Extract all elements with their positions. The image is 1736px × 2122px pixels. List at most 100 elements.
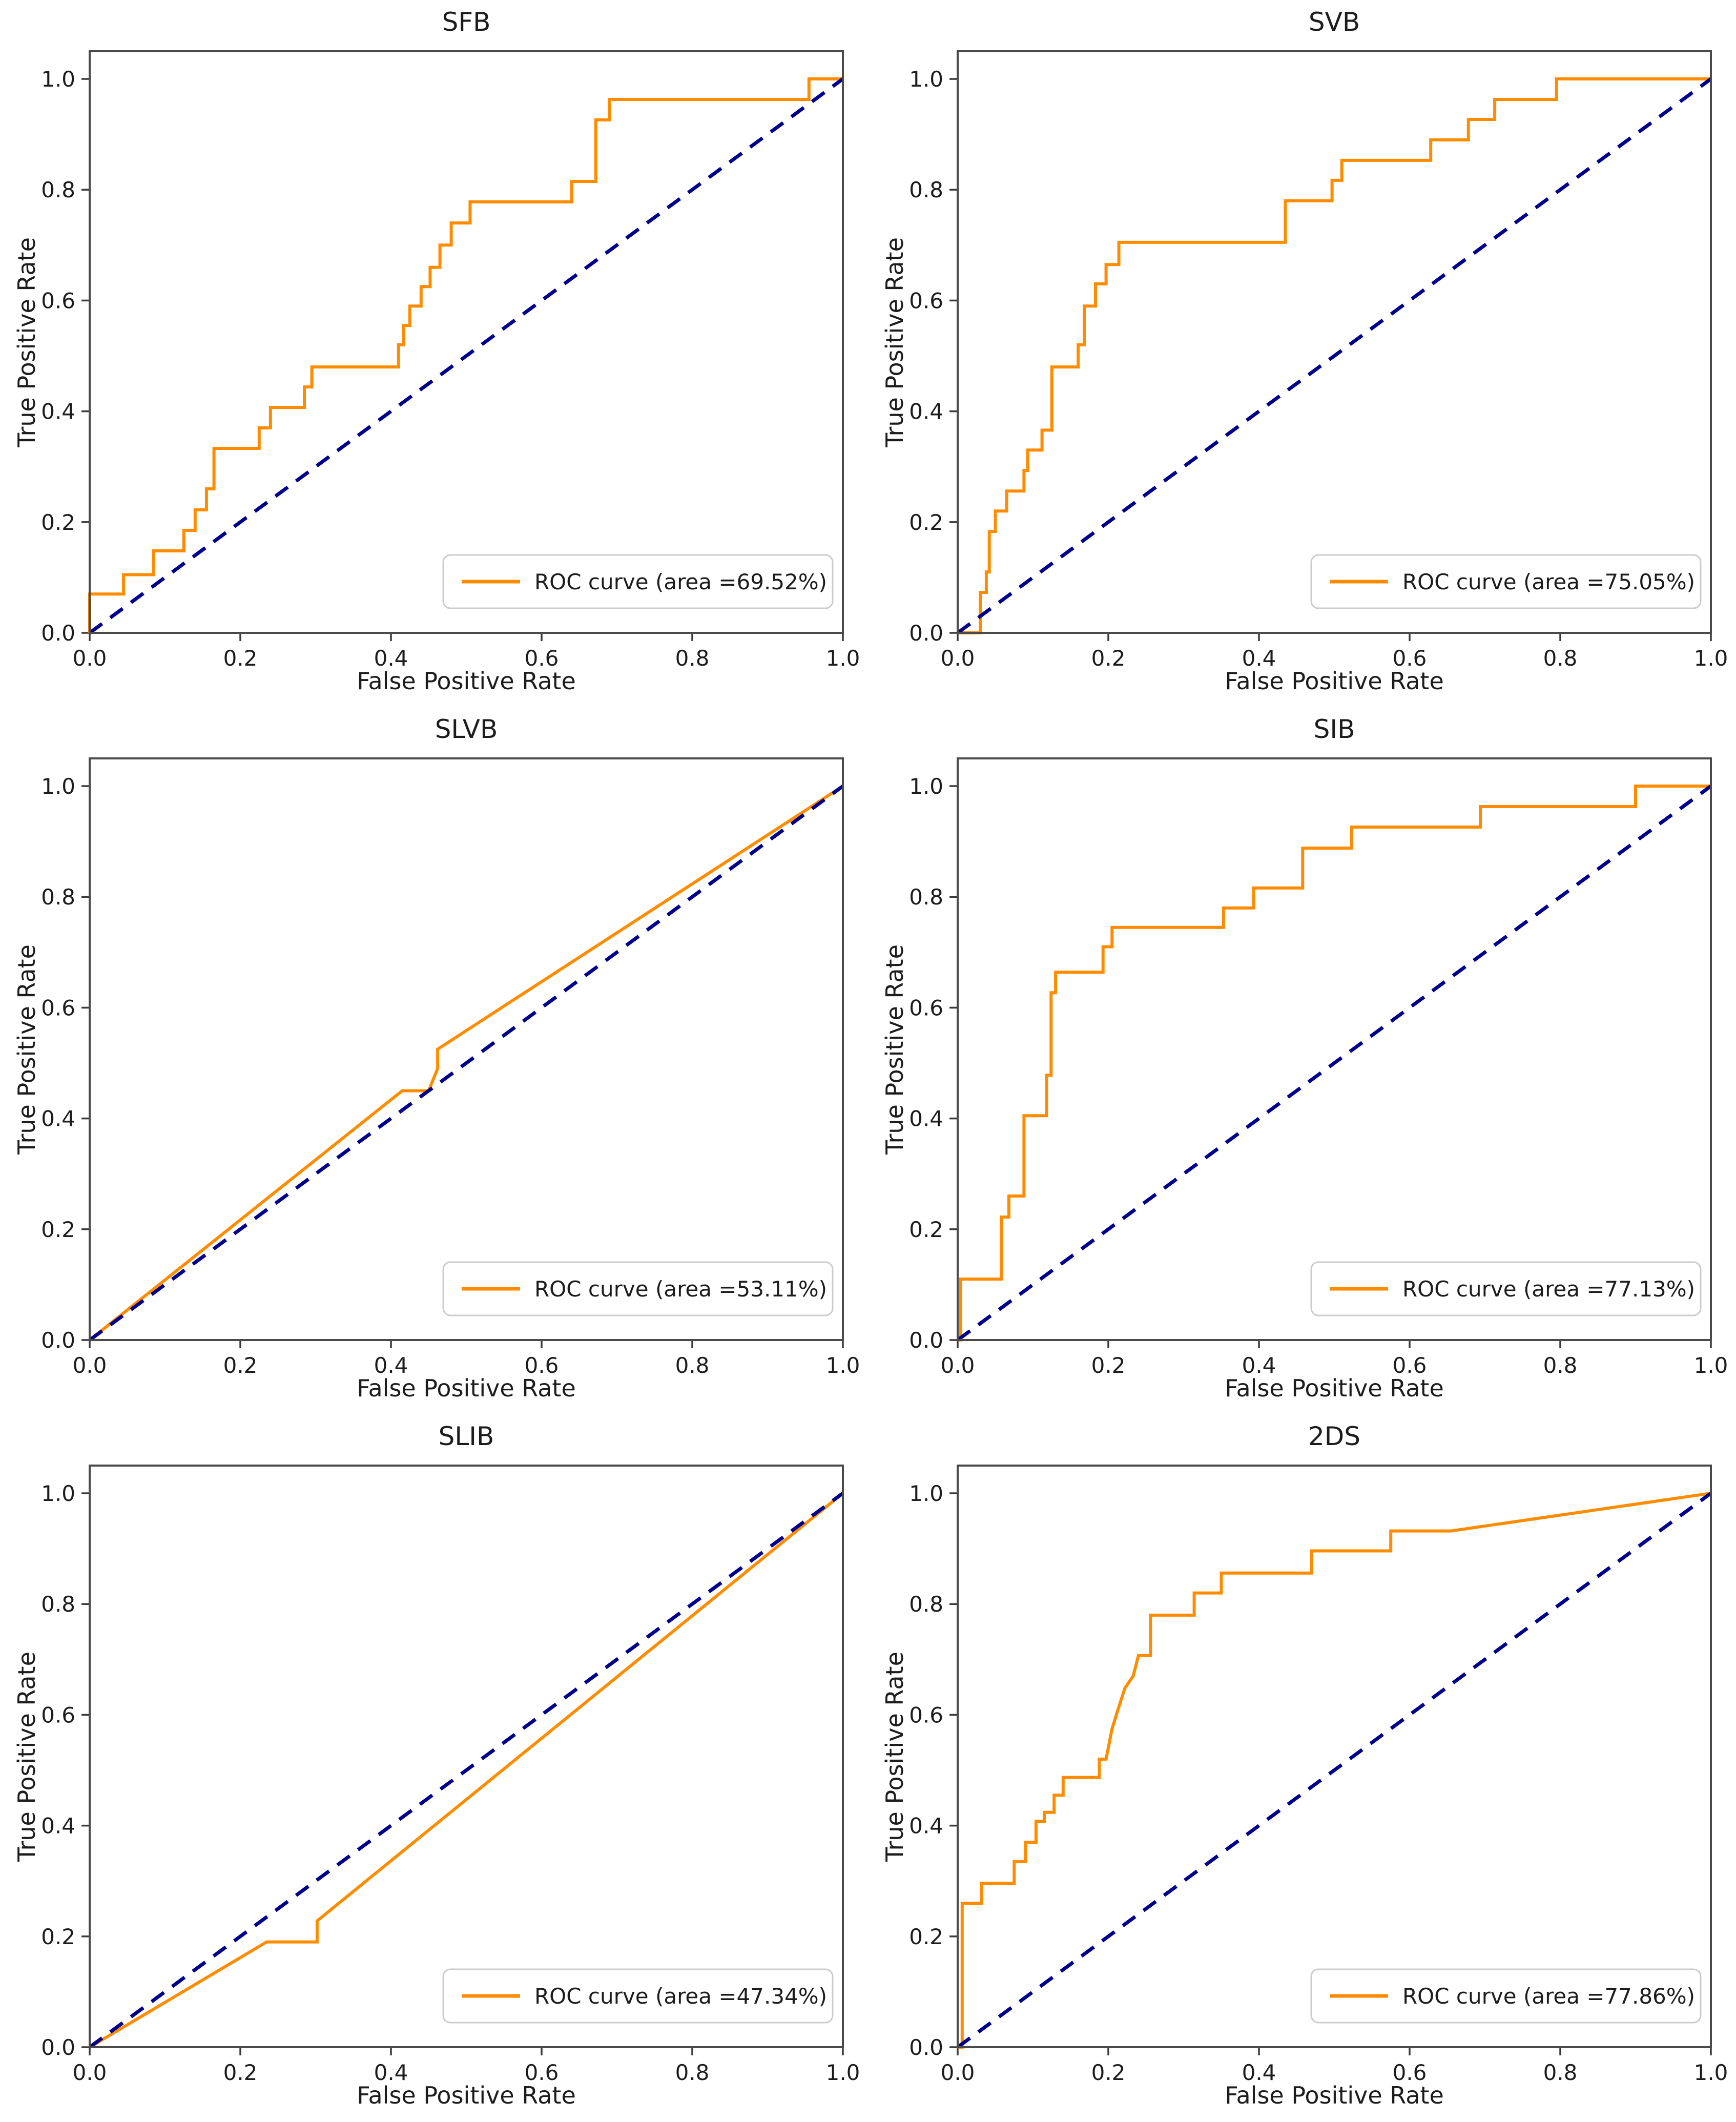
y-tick-label: 0.6 [41,995,75,1020]
x-tick-label: 0.8 [675,2060,710,2085]
x-tick-label: 0.2 [1091,2060,1126,2085]
y-axis-label: True Positive Rate [881,944,908,1155]
x-tick-label: 0.0 [941,646,975,671]
x-tick-label: 0.6 [1393,646,1427,671]
y-tick-label: 0.8 [909,177,943,202]
axes-frame [89,1465,844,2048]
x-tick-label: 0.2 [1091,646,1126,671]
roc-panel-2ds: 0.0 0.2 0.4 0.6 0.8 1.0 0.0 0.2 0.4 0.6 0.8 1.0 ROC … [868,1414,1736,2122]
y-tick-label: 0.6 [41,1702,75,1727]
y-axis-label: True Positive Rate [13,237,40,447]
x-tick-label: 0.6 [525,2060,559,2085]
x-axis-label: False Positive Rate [357,667,576,695]
x-tick-label: 0.8 [675,646,710,671]
y-tick-label: 0.0 [909,1328,943,1353]
panel-title-sib: SIB [1313,714,1355,744]
y-tick-label: 1.0 [909,774,943,799]
axes-frame [957,1465,1712,2048]
y-tick-label: 0.2 [41,1924,75,1949]
panel-title-svb: SVB [1308,7,1360,37]
roc-panel-sib: 0.0 0.2 0.4 0.6 0.8 1.0 0.0 0.2 0.4 0.6 0.8 1.0 ROC … [868,707,1736,1414]
x-tick-label: 0.2 [223,646,258,671]
y-axis-label: True Positive Rate [13,1652,40,1862]
x-tick-label: 0.8 [1543,1353,1578,1378]
x-tick-label: 0.4 [374,1353,408,1378]
legend-label: ROC curve (area =77.13%) [1402,1276,1695,1302]
roc-plot-slvb: 0.0 0.2 0.4 0.6 0.8 1.0 0.0 0.2 0.4 0.6 0.8 1.0 ROC … [41,757,860,1378]
y-tick-label: 0.0 [41,2035,75,2060]
y-tick-label: 0.8 [41,884,75,910]
roc-curve-line [88,77,843,633]
roc-plot-svb: 0.0 0.2 0.4 0.6 0.8 1.0 0.0 0.2 0.4 0.6 0.8 1.0 ROC … [909,50,1728,671]
x-tick-label: 0.0 [941,1353,975,1378]
x-tick-label: 0.8 [1543,2060,1578,2085]
roc-plot-sfb: 0.0 0.2 0.4 0.6 0.8 1.0 0.0 0.2 0.4 0.6 0.8 1.0 ROC … [41,50,860,671]
y-tick-label: 0.4 [909,399,943,424]
x-axis-label: False Positive Rate [357,1374,576,1402]
axes-frame [89,50,844,634]
roc-curve-line [89,1492,844,2049]
y-axis-label: True Positive Rate [881,237,908,447]
y-tick-label: 0.2 [909,1217,943,1242]
x-tick-label: 0.0 [73,646,107,671]
x-tick-label: 0.6 [1393,2060,1427,2085]
legend-label: ROC curve (area =53.11%) [534,1276,827,1302]
x-tick-label: 1.0 [1694,2060,1728,2085]
x-tick-label: 0.4 [1242,1353,1276,1378]
x-tick-label: 1.0 [1694,646,1728,671]
roc-plot-2ds: 0.0 0.2 0.4 0.6 0.8 1.0 0.0 0.2 0.4 0.6 0.8 1.0 ROC … [909,1465,1728,2085]
y-tick-label: 0.4 [41,1106,75,1131]
y-tick-label: 1.0 [909,67,943,92]
x-axis-label: False Positive Rate [1225,1374,1444,1402]
x-tick-label: 0.4 [374,646,408,671]
y-tick-label: 1.0 [909,1481,943,1506]
roc-panel-slib: 0.0 0.2 0.4 0.6 0.8 1.0 0.0 0.2 0.4 0.6 0.8 1.0 ROC … [0,1414,868,2122]
x-tick-label: 1.0 [826,1353,860,1378]
y-tick-label: 0.8 [909,1592,943,1617]
x-tick-label: 0.0 [73,1353,107,1378]
chance-diagonal-line [956,785,1712,1342]
panel-title-slvb: SLVB [435,714,498,744]
legend-label: ROC curve (area =47.34%) [534,1984,827,2009]
legend-label: ROC curve (area =75.05%) [1402,569,1695,594]
roc-panel-sfb: 0.0 0.2 0.4 0.6 0.8 1.0 0.0 0.2 0.4 0.6 0.8 1.0 ROC … [0,0,868,707]
y-tick-label: 0.8 [909,884,943,910]
roc-curve-line [89,785,844,1342]
y-tick-label: 0.6 [909,1702,943,1727]
legend-box [442,1261,834,1316]
y-tick-label: 0.0 [909,2035,943,2060]
x-tick-label: 0.0 [941,2060,975,2085]
chance-diagonal-line [956,1492,1712,2049]
legend-box [1310,554,1702,609]
y-tick-label: 0.4 [909,1106,943,1131]
x-tick-label: 1.0 [1694,1353,1728,1378]
x-tick-label: 0.4 [1242,2060,1276,2085]
y-axis-label: True Positive Rate [13,944,40,1155]
x-tick-label: 0.0 [73,2060,107,2085]
legend-box [442,1968,834,2024]
chance-diagonal-line [88,1492,844,2049]
roc-plot-sib: 0.0 0.2 0.4 0.6 0.8 1.0 0.0 0.2 0.4 0.6 0.8 1.0 ROC … [909,757,1728,1378]
chance-diagonal-line [88,785,844,1342]
axes-frame [957,757,1712,1341]
x-tick-label: 0.6 [525,646,559,671]
y-tick-label: 1.0 [41,67,75,92]
x-tick-label: 0.4 [374,2060,408,2085]
y-tick-label: 0.2 [41,1217,75,1242]
y-tick-label: 0.2 [41,510,75,535]
x-tick-label: 0.2 [1091,1353,1126,1378]
chance-diagonal-line [88,77,844,634]
y-tick-label: 0.6 [909,995,943,1020]
y-tick-label: 0.2 [909,1924,943,1949]
y-tick-label: 0.0 [41,1328,75,1353]
panel-title-2ds: 2DS [1308,1421,1361,1451]
legend-box [1310,1261,1702,1316]
roc-panel-slvb: 0.0 0.2 0.4 0.6 0.8 1.0 0.0 0.2 0.4 0.6 0.8 1.0 ROC … [0,707,868,1414]
y-tick-label: 0.0 [41,621,75,646]
x-tick-label: 1.0 [826,2060,860,2085]
y-tick-label: 0.6 [41,288,75,313]
y-tick-label: 0.8 [41,177,75,202]
x-axis-label: False Positive Rate [1225,2082,1444,2109]
y-tick-label: 0.6 [909,288,943,313]
